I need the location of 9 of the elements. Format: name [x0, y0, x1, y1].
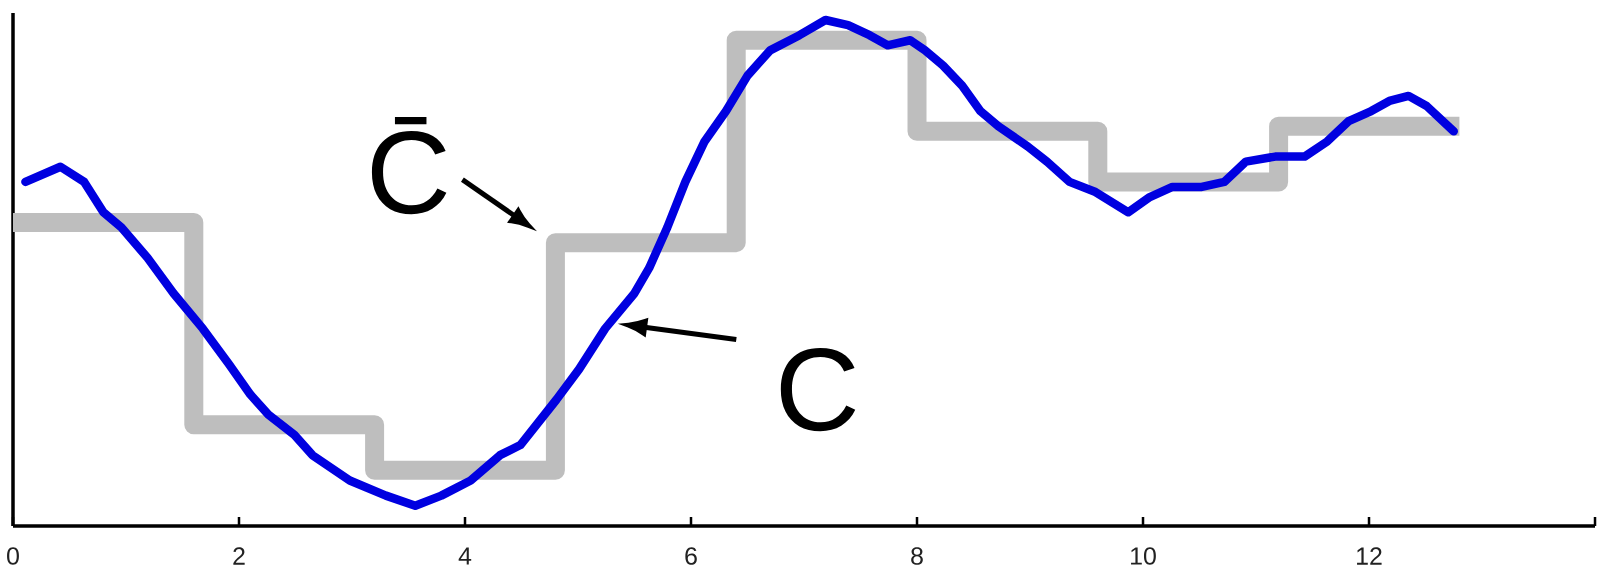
x-tick-label: 0 — [7, 547, 19, 565]
x-tick-label: 12 — [1357, 547, 1382, 565]
annotation: C — [780, 347, 856, 432]
x-tick-label: 2 — [233, 547, 245, 565]
x-tick-label: 10 — [1131, 547, 1156, 565]
annotation: C̄ — [371, 117, 447, 215]
x-tick-label: 8 — [911, 547, 923, 565]
x-tick-label: 4 — [458, 547, 472, 565]
x-tick-label: 6 — [685, 547, 697, 565]
